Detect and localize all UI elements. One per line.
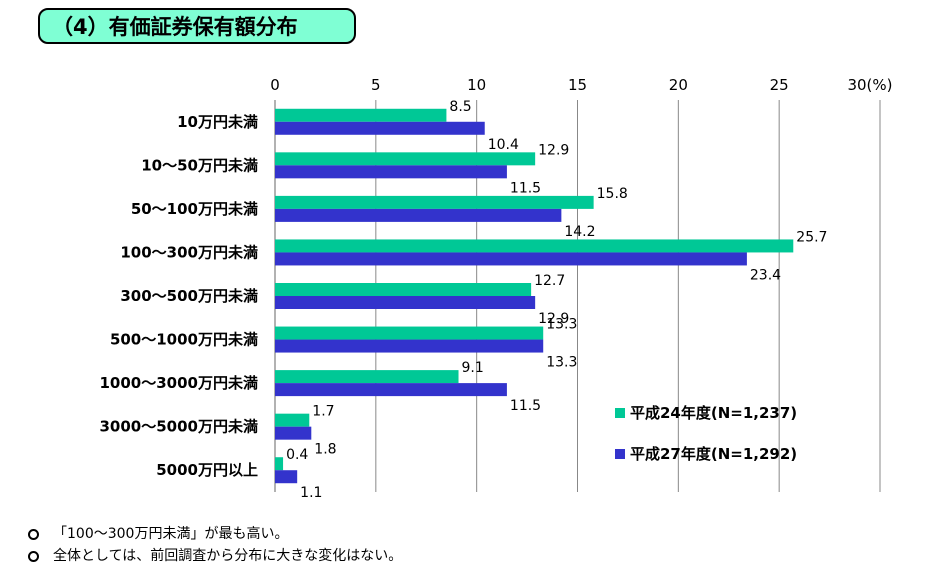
note-text: 全体としては、前回調査から分布に大きな変化はない。 xyxy=(53,548,403,564)
x-tick-label: 25 xyxy=(770,76,789,94)
category-label: 10～50万円未満 xyxy=(141,156,258,174)
value-label-2015: 10.4 xyxy=(488,137,519,153)
bar-2012 xyxy=(275,195,594,209)
value-label-2015: 11.5 xyxy=(510,398,541,414)
value-label-2012: 0.4 xyxy=(286,447,308,463)
bar-2015 xyxy=(275,165,507,179)
bar-2012 xyxy=(275,152,536,166)
value-label-2012: 12.9 xyxy=(538,142,569,158)
category-label: 100～300万円未満 xyxy=(120,243,258,261)
value-label-2012: 1.7 xyxy=(312,404,334,420)
note-item: 全体としては、前回調査から分布に大きな変化はない。 xyxy=(28,545,402,567)
value-label-2015: 12.9 xyxy=(538,311,569,327)
bar-2012 xyxy=(275,283,532,296)
bar-2015 xyxy=(275,383,507,397)
bar-2015 xyxy=(275,339,544,353)
category-label: 1000～3000万円未満 xyxy=(100,374,259,392)
bar-2015 xyxy=(275,252,747,266)
value-label-2012: 9.1 xyxy=(462,360,484,376)
bar-2015 xyxy=(275,470,298,484)
x-tick-label: 15 xyxy=(568,76,587,94)
category-label: 10万円未満 xyxy=(177,113,258,131)
value-label-2012: 8.5 xyxy=(449,99,471,115)
note-item: 「100～300万円未満」が最も高い。 xyxy=(28,523,402,545)
bar-2012 xyxy=(275,370,459,384)
value-label-2012: 25.7 xyxy=(796,229,827,245)
value-label-2012: 12.7 xyxy=(534,273,565,289)
x-tick-label: 20 xyxy=(669,76,688,94)
category-label: 500～1000万円未満 xyxy=(110,331,258,349)
category-label: 50～100万円未満 xyxy=(131,200,258,218)
x-tick-label: 5 xyxy=(371,76,381,94)
bar-2012 xyxy=(275,326,544,340)
legend-swatch-2015 xyxy=(615,449,625,459)
bar-2012 xyxy=(275,108,447,122)
x-tick-label: 10 xyxy=(467,76,486,94)
value-label-2015: 14.2 xyxy=(564,224,595,240)
x-tick-label: 0 xyxy=(270,76,280,94)
category-label: 5000万円以上 xyxy=(156,461,258,479)
legend-label-2015: 平成27年度(N=1,292) xyxy=(630,445,797,463)
bar-2012 xyxy=(275,413,310,427)
value-label-2015: 1.1 xyxy=(300,485,322,501)
bar-2012 xyxy=(275,457,284,471)
bar-chart: 0 5 10 15 20 25 30(%) 10万円未満 10～50万円未満 50～100万円未… xyxy=(100,76,893,501)
value-label-2015: 11.5 xyxy=(510,180,541,196)
value-label-2015: 1.8 xyxy=(314,442,336,458)
value-label-2012: 15.8 xyxy=(597,186,628,202)
value-label-2015: 23.4 xyxy=(750,267,781,283)
circle-bullet-icon xyxy=(28,528,39,540)
x-tick-label: 30(%) xyxy=(847,76,892,94)
note-text: 「100～300万円未満」が最も高い。 xyxy=(53,526,289,542)
bar-2015 xyxy=(275,426,312,440)
category-label: 300～500万円未満 xyxy=(120,287,258,305)
legend-swatch-2012 xyxy=(615,408,625,418)
notes: 「100～300万円未満」が最も高い。 全体としては、前回調査から分布に大きな変… xyxy=(28,523,402,567)
category-label: 3000～5000万円未満 xyxy=(100,418,259,436)
legend-label-2012: 平成24年度(N=1,237) xyxy=(630,404,797,422)
bar-2015 xyxy=(275,296,536,309)
circle-bullet-icon xyxy=(28,550,39,562)
value-label-2015: 13.3 xyxy=(546,355,577,371)
bar-2015 xyxy=(275,208,562,222)
bar-2015 xyxy=(275,121,485,135)
bar-2012 xyxy=(275,239,794,253)
chart-title: （4）有価証券保有額分布 xyxy=(38,8,356,44)
value-label-2012: 13.3 xyxy=(546,317,577,333)
